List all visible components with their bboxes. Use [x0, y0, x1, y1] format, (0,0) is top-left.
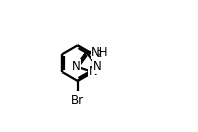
Text: N: N: [89, 65, 97, 79]
Text: Br: Br: [71, 94, 84, 107]
Text: 2: 2: [96, 50, 102, 59]
Text: N: N: [93, 60, 101, 73]
Text: N: N: [72, 60, 80, 73]
Text: NH: NH: [91, 46, 109, 59]
